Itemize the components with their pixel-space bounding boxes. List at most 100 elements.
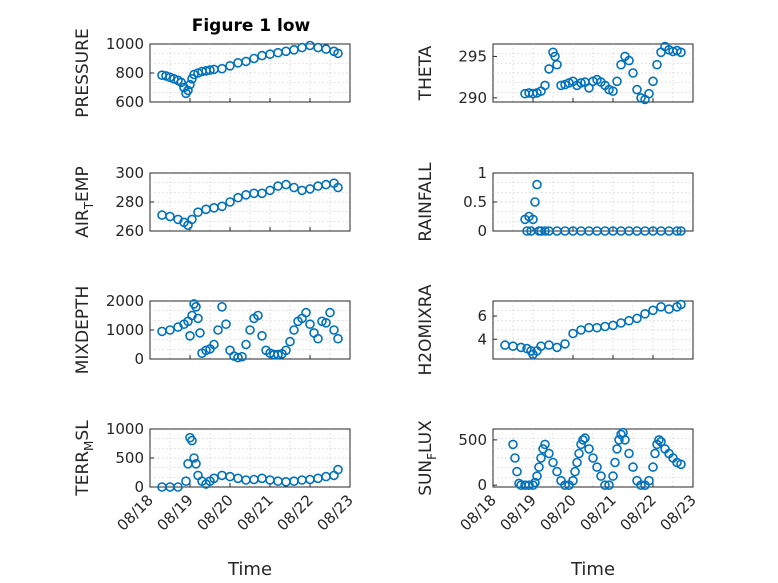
- y-axis-label: H2OMIXRA: [416, 284, 436, 375]
- data-point: [185, 330, 195, 341]
- y-tick-label: 1: [477, 164, 487, 182]
- data-series: [157, 40, 343, 99]
- data-point: [596, 471, 606, 481]
- data-point: [628, 462, 638, 472]
- data-point: [534, 462, 544, 472]
- data-point: [636, 480, 646, 491]
- data-point: [608, 86, 618, 96]
- data-point: [510, 453, 520, 463]
- data-point: [676, 459, 686, 470]
- data-point: [183, 85, 193, 96]
- data-series: [157, 178, 343, 230]
- data-series: [520, 179, 686, 236]
- data-point: [213, 325, 223, 335]
- subplot-1: 600 800 1000 PRESSURE: [73, 28, 351, 118]
- data-point: [512, 466, 522, 477]
- data-point: [536, 453, 546, 463]
- data-point: [530, 477, 540, 488]
- data-point: [632, 313, 642, 324]
- y-axis-label: SUNFLUX: [416, 420, 439, 496]
- data-point: [538, 444, 548, 454]
- data-point: [612, 76, 622, 87]
- data-point: [544, 448, 554, 459]
- y-axis-label: AIRTEMP: [73, 166, 96, 237]
- subplot-2: 290 295 THETA: [416, 41, 694, 107]
- data-point: [676, 226, 686, 236]
- x-tick-label: 08/21: [234, 491, 277, 534]
- data-point: [233, 352, 243, 363]
- y-tick-label: 500: [115, 449, 144, 467]
- data-point: [237, 351, 247, 362]
- data-point: [552, 59, 562, 70]
- data-point: [217, 201, 227, 212]
- data-point: [620, 435, 630, 445]
- data-point: [257, 188, 267, 199]
- data-point: [325, 307, 335, 318]
- data-point: [313, 333, 323, 344]
- y-tick-label: 260: [115, 222, 144, 240]
- data-point: [676, 47, 686, 58]
- data-series: [157, 432, 343, 492]
- data-point: [217, 301, 227, 312]
- data-point: [572, 457, 582, 468]
- data-point: [225, 61, 235, 71]
- data-point: [584, 444, 594, 454]
- data-point: [648, 305, 658, 316]
- data-point: [648, 76, 658, 87]
- data-point: [191, 301, 201, 312]
- data-point: [624, 55, 634, 66]
- data-point: [560, 339, 570, 349]
- data-point: [333, 182, 343, 193]
- data-point: [273, 349, 283, 360]
- data-point: [624, 448, 634, 459]
- y-tick-label: 280: [115, 193, 144, 211]
- data-point: [540, 439, 550, 450]
- subplot-8: 0 500 SUNFLUX 08/1808/1908/2008/2108/2208/2…: [416, 420, 700, 580]
- y-tick-label: 290: [458, 89, 487, 107]
- data-point: [540, 80, 550, 91]
- x-tick-label: 08/18: [114, 491, 157, 534]
- data-point: [301, 307, 311, 318]
- y-tick-label: 0: [477, 476, 487, 494]
- data-point: [600, 480, 610, 491]
- data-point: [672, 226, 682, 236]
- x-tick-label: 08/20: [537, 491, 580, 534]
- x-tick-label: 08/19: [154, 491, 197, 534]
- data-point: [305, 319, 315, 330]
- data-point: [652, 59, 662, 70]
- data-point: [650, 448, 660, 459]
- y-tick-label: 800: [115, 64, 144, 82]
- data-point: [176, 77, 186, 88]
- y-tick-label: 1000: [106, 420, 144, 438]
- data-point: [588, 453, 598, 463]
- subplot-4: 0 0.5 1 RAINFALL: [416, 162, 694, 242]
- x-tick-label: 08/20: [194, 491, 237, 534]
- x-tick-label: 08/23: [314, 491, 357, 534]
- data-point: [656, 436, 666, 447]
- data-point: [508, 439, 518, 450]
- data-point: [209, 473, 219, 484]
- data-point: [305, 184, 315, 194]
- data-point: [560, 480, 570, 491]
- y-tick-label: 600: [115, 93, 144, 111]
- subplot-5: 0 1000 2000 MIXDEPTH: [73, 286, 351, 374]
- data-point: [221, 319, 231, 330]
- data-point: [640, 308, 650, 319]
- data-point: [281, 179, 291, 190]
- y-tick-label: 0: [477, 222, 487, 240]
- data-point: [612, 444, 622, 454]
- data-point: [628, 68, 638, 78]
- data-point: [654, 435, 664, 445]
- data-point: [333, 48, 343, 59]
- data-point: [189, 453, 199, 463]
- data-point: [195, 328, 205, 338]
- data-point: [516, 342, 526, 353]
- x-axis-label: Time: [570, 559, 615, 580]
- y-tick-label: 295: [458, 47, 487, 65]
- data-series: [520, 41, 686, 105]
- data-point: [552, 342, 562, 353]
- data-point: [191, 458, 201, 469]
- y-tick-label: 2000: [106, 292, 144, 310]
- y-tick-label: 0.5: [463, 193, 487, 211]
